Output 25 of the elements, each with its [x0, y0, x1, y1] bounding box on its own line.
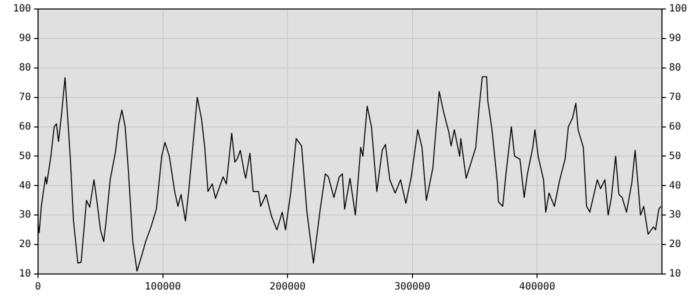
y-tick-label: 80	[19, 62, 32, 74]
y-tick-label: 20	[19, 239, 32, 250]
y-tick-label: 50	[19, 150, 32, 162]
y-tick-label: 90	[19, 33, 32, 44]
x-tick-label: 200000	[270, 282, 306, 293]
y2-tick-label: 50	[668, 150, 681, 162]
x-tick-label: 300000	[394, 282, 430, 293]
x-tick-label: 0	[35, 282, 42, 293]
y-tick-label: 10	[19, 268, 32, 280]
y2-tick-label: 40	[668, 180, 681, 192]
y-tick-label: 40	[19, 180, 32, 192]
y2-tick-label: 80	[668, 62, 681, 74]
x-tick-label: 100000	[144, 282, 181, 293]
y2-tick-label: 10	[668, 268, 681, 280]
y2-tick-label: 30	[668, 210, 681, 221]
y-tick-label: 60	[19, 121, 32, 132]
y-tick-label: 70	[19, 92, 32, 103]
y2-tick-label: 100	[668, 4, 687, 15]
y2-tick-label: 60	[668, 121, 681, 132]
y2-tick-label: 70	[668, 92, 681, 103]
y2-tick-label: 20	[668, 239, 681, 250]
y-tick-label: 30	[19, 210, 32, 221]
y2-tick-label: 90	[668, 33, 681, 44]
y-tick-label: 100	[13, 4, 32, 15]
x-tick-label: 400000	[519, 282, 556, 293]
